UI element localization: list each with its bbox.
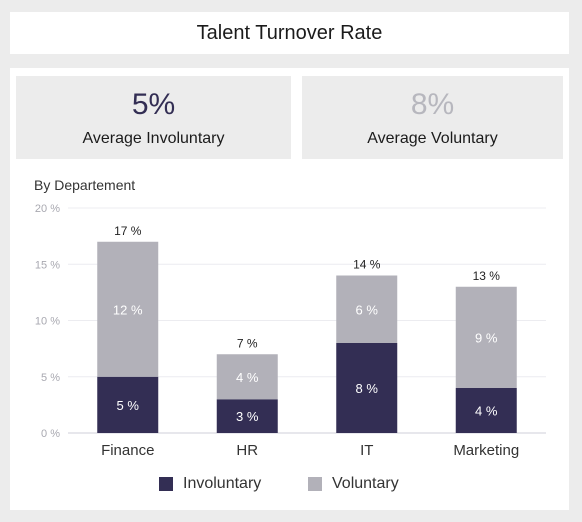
legend-label-involuntary: Involuntary [183,475,262,492]
bar-segment-voluntary [336,275,398,343]
bar-value-label: 6 % [356,302,379,317]
kpi-involuntary: 5% Average Involuntary [16,76,291,159]
bar-segment-voluntary [97,241,159,377]
x-tick-label: IT [360,442,373,459]
kpi-voluntary: 8% Average Voluntary [302,76,563,159]
bar-value-label: 5 % [117,398,140,413]
chart-title: Talent Turnover Rate [10,12,569,54]
bar-segment-involuntary [97,376,159,433]
bar-total-label: 7 % [237,336,258,350]
kpi-involuntary-value: 5% [131,88,176,121]
y-tick-label: 5 % [41,372,60,384]
legend-swatch-involuntary [159,477,173,491]
bar-segment-involuntary [216,399,278,433]
y-tick-label: 10 % [35,316,60,328]
legend-item-voluntary: Voluntary [308,475,399,493]
stacked-bar-chart: 0 % 5 % 10 % 15 % 20 % 5 % 12 % 17 % Finance 3 % 4… [35,203,546,459]
chart-panel: 5% Average Involuntary 8% Average Volunt… [10,68,569,510]
bar-value-label: 9 % [475,330,498,345]
bar-segment-involuntary [336,343,398,433]
bar-segment-voluntary [455,286,517,388]
bar-value-label: 4 % [475,404,498,419]
bar-total-label: 14 % [353,258,381,272]
bar-value-label: 12 % [113,302,143,317]
bar-value-label: 3 % [236,409,259,424]
bar-total-label: 13 % [473,269,501,283]
x-tick-label: HR [236,442,258,459]
bar-segment-involuntary [455,388,517,433]
legend-item-involuntary: Involuntary [159,475,261,493]
y-tick-label: 20 % [35,203,60,215]
legend-swatch-voluntary [308,477,322,491]
chart-subtitle: By Departement [34,177,136,193]
y-tick-label: 0 % [41,428,60,440]
bar-value-label: 4 % [236,370,259,385]
x-tick-label: Finance [101,442,154,459]
bar-value-label: 8 % [356,381,379,396]
x-tick-label: Marketing [453,442,519,459]
kpi-involuntary-label: Average Involuntary [82,130,225,147]
bar-total-label: 17 % [114,224,142,238]
kpi-voluntary-label: Average Voluntary [367,130,498,147]
kpi-voluntary-value: 8% [410,88,455,121]
bar-segment-voluntary [216,354,278,400]
y-tick-label: 15 % [35,259,60,271]
legend-label-voluntary: Voluntary [332,475,399,492]
